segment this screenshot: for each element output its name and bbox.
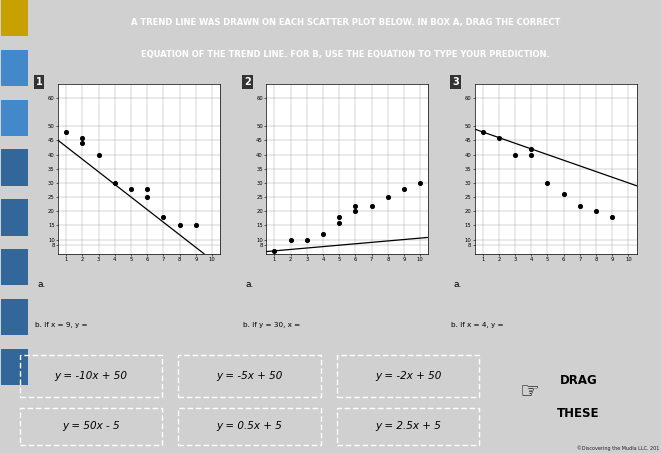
Text: a.: a. — [37, 280, 46, 289]
Text: y = -5x + 50: y = -5x + 50 — [216, 371, 283, 381]
Text: ©Discovering the Mudla LLC. 201: ©Discovering the Mudla LLC. 201 — [577, 445, 660, 451]
Text: b. If y = 30, x =: b. If y = 30, x = — [243, 322, 301, 328]
Point — [334, 213, 344, 221]
Text: y = -2x + 50: y = -2x + 50 — [375, 371, 442, 381]
Point — [542, 179, 553, 187]
Point — [591, 207, 602, 215]
Point — [318, 230, 329, 237]
Text: b. If x = 9, y =: b. If x = 9, y = — [35, 322, 88, 328]
Point — [415, 179, 426, 187]
Point — [142, 185, 153, 192]
Point — [510, 151, 520, 158]
Text: EQUATION OF THE TREND LINE. FOR B, USE THE EQUATION TO TYPE YOUR PREDICTION.: EQUATION OF THE TREND LINE. FOR B, USE T… — [141, 50, 550, 59]
Point — [77, 140, 88, 147]
Point — [399, 185, 409, 192]
Bar — [1, 199, 28, 236]
Bar — [1, 149, 28, 186]
Text: a.: a. — [453, 280, 462, 289]
Text: y = 50x - 5: y = 50x - 5 — [62, 421, 120, 431]
Text: 2: 2 — [244, 77, 251, 87]
Point — [334, 219, 344, 226]
Point — [494, 134, 504, 141]
Point — [77, 134, 88, 141]
Text: DRAG: DRAG — [559, 374, 598, 386]
Point — [383, 193, 393, 201]
Text: a.: a. — [245, 280, 254, 289]
Text: A TREND LINE WAS DRAWN ON EACH SCATTER PLOT BELOW. IN BOX A, DRAG THE CORRECT: A TREND LINE WAS DRAWN ON EACH SCATTER P… — [131, 18, 560, 27]
Text: ☞: ☞ — [519, 383, 539, 403]
Point — [526, 145, 537, 153]
Text: THESE: THESE — [557, 407, 600, 420]
Point — [175, 222, 185, 229]
Bar — [1, 50, 28, 86]
Text: y = -10x + 50: y = -10x + 50 — [54, 371, 128, 381]
Point — [126, 185, 136, 192]
Bar — [1, 299, 28, 335]
Point — [269, 247, 280, 255]
Point — [286, 236, 296, 243]
Point — [93, 151, 104, 158]
Point — [110, 179, 120, 187]
Point — [350, 207, 361, 215]
Point — [607, 213, 617, 221]
Bar — [1, 349, 28, 385]
Text: y = 0.5x + 5: y = 0.5x + 5 — [217, 421, 282, 431]
Text: 3: 3 — [452, 77, 459, 87]
Point — [350, 202, 361, 209]
Bar — [1, 100, 28, 136]
Point — [366, 202, 377, 209]
Bar — [1, 249, 28, 285]
Point — [61, 128, 71, 135]
Point — [559, 191, 569, 198]
Text: b. If x = 4, y =: b. If x = 4, y = — [451, 322, 504, 328]
Point — [477, 128, 488, 135]
Point — [142, 193, 153, 201]
Text: 1: 1 — [36, 77, 42, 87]
Point — [526, 151, 537, 158]
Point — [301, 236, 312, 243]
Point — [158, 213, 169, 221]
Text: y = 2.5x + 5: y = 2.5x + 5 — [375, 421, 441, 431]
Point — [190, 222, 201, 229]
Bar — [1, 0, 28, 36]
Point — [574, 202, 585, 209]
